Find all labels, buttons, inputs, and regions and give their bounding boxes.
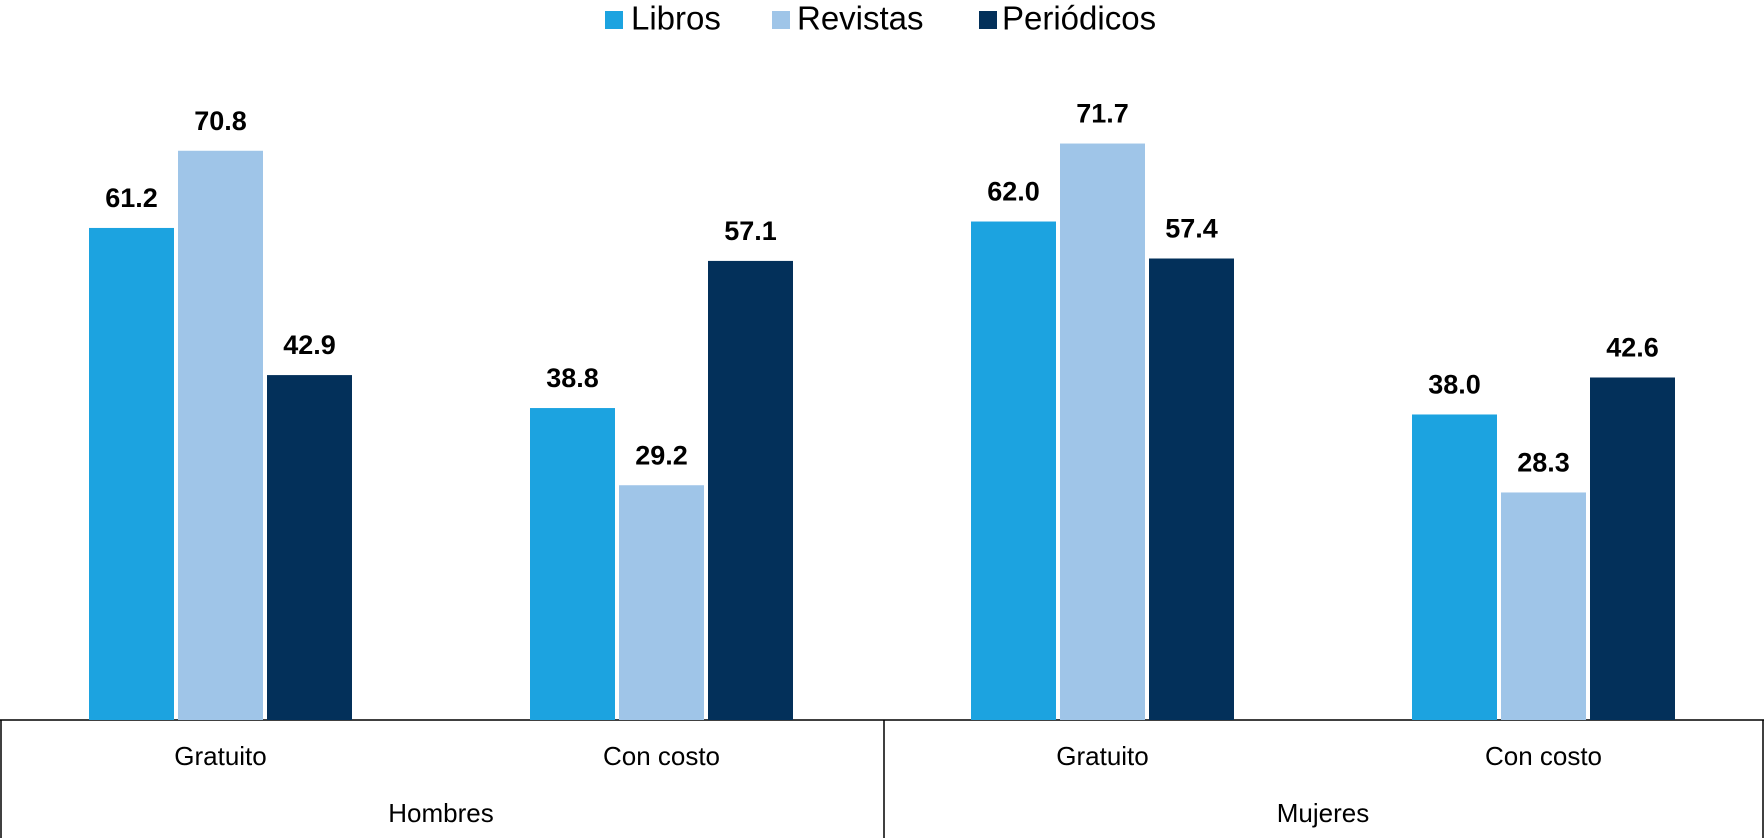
legend-label: Periódicos <box>1002 0 1156 37</box>
legend-swatch <box>979 11 997 29</box>
data-label: 57.1 <box>724 216 777 246</box>
data-label: 38.8 <box>546 363 599 393</box>
axis-frame <box>0 719 1764 838</box>
legend-swatch <box>605 11 623 29</box>
bar <box>89 227 174 720</box>
group-label: Hombres <box>388 798 493 828</box>
legend-label: Revistas <box>797 0 924 37</box>
bar <box>971 221 1056 720</box>
bar <box>1060 143 1145 721</box>
legend-swatch <box>772 11 790 29</box>
bar <box>178 150 263 720</box>
bar <box>1149 258 1234 720</box>
bar <box>1412 414 1497 720</box>
data-label: 42.9 <box>283 330 336 360</box>
data-label: 71.7 <box>1076 99 1129 129</box>
data-label: 62.0 <box>987 177 1040 207</box>
data-label: 38.0 <box>1428 370 1481 400</box>
data-label: 28.3 <box>1517 448 1570 478</box>
data-label: 70.8 <box>194 106 247 136</box>
category-label: Gratuito <box>1056 741 1149 771</box>
data-label: 42.6 <box>1606 333 1659 363</box>
bar <box>267 375 352 720</box>
category-label: Gratuito <box>174 741 267 771</box>
bar <box>619 485 704 720</box>
data-label: 29.2 <box>635 440 688 470</box>
bar <box>1501 492 1586 720</box>
data-label: 61.2 <box>105 183 158 213</box>
group-label: Mujeres <box>1277 798 1369 828</box>
data-label: 57.4 <box>1165 214 1218 244</box>
category-label: Con costo <box>1485 741 1602 771</box>
bar <box>1590 377 1675 720</box>
bar <box>530 408 615 720</box>
legend-label: Libros <box>631 0 721 37</box>
bar <box>708 260 793 720</box>
category-label: Con costo <box>603 741 720 771</box>
